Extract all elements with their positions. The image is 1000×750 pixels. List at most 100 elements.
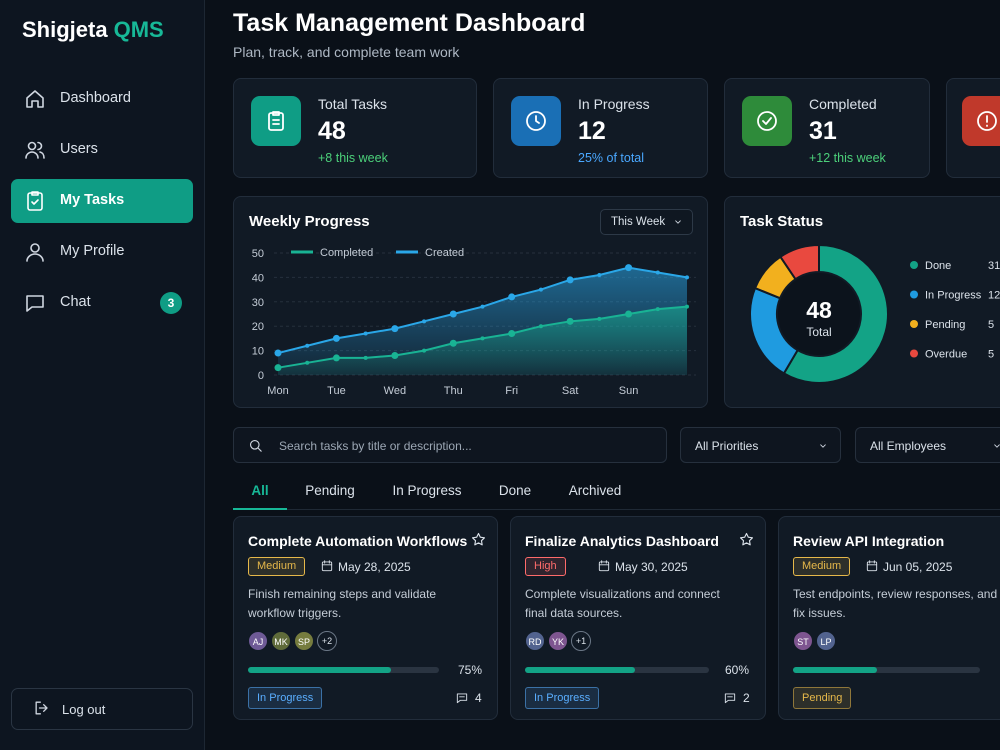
legend-dot	[910, 290, 918, 299]
filter-dropdown[interactable]: All Priorities	[680, 427, 841, 463]
icon-part	[26, 295, 44, 312]
line-chart: 0 10 20 30 40 50 Mon Tue Wed Thu Fri Sat Sun Complete…	[252, 247, 696, 397]
data-point	[566, 276, 574, 284]
data-point	[597, 316, 602, 321]
icon-part	[249, 439, 260, 450]
stat-card	[946, 78, 1000, 178]
icon-part	[321, 560, 333, 566]
icon-part	[27, 192, 43, 211]
filter-dropdown[interactable]: All Employees	[855, 427, 1000, 463]
nav-item[interactable]: Dashboard	[11, 77, 193, 121]
icon-part	[739, 532, 754, 546]
x-tick-label: Sat	[562, 385, 579, 397]
icon-part	[257, 447, 262, 452]
icon	[26, 243, 44, 262]
task-description: Finish remaining steps and validate work…	[248, 587, 437, 620]
task-card[interactable]: Finalize Analytics Dashboard High May 30, …	[510, 516, 766, 720]
icon-part	[526, 111, 546, 131]
nav-item[interactable]: Chat 3	[11, 281, 193, 325]
donut-segment	[779, 243, 820, 281]
y-tick-label: 30	[252, 297, 264, 309]
search-input[interactable]: Search tasks by title or description...	[233, 427, 667, 463]
brand-accent: QMS	[113, 17, 164, 42]
data-point	[449, 339, 457, 347]
icon	[27, 191, 43, 211]
page-title: Task Management Dashboard	[233, 9, 586, 37]
tab[interactable]: Pending	[305, 483, 355, 498]
comment-count: 4	[475, 691, 482, 705]
task-date: May 30, 2025	[615, 560, 688, 574]
icon	[675, 220, 681, 224]
x-tick-label: Fri	[505, 385, 518, 397]
icon	[977, 111, 997, 131]
task-card[interactable]: Complete Automation Workflows Medium May 2…	[233, 516, 498, 720]
sidebar: Shigjeta QMS Dashboard Users My Tasks My Prof…	[0, 0, 205, 750]
icon	[739, 532, 754, 546]
data-point	[449, 310, 457, 318]
icon	[456, 693, 468, 704]
stat-icon	[962, 96, 1000, 146]
legend-label: Overdue	[925, 349, 967, 361]
tab[interactable]: In Progress	[392, 483, 462, 498]
donut-hole	[778, 273, 860, 355]
icon-part	[31, 199, 39, 205]
data-point	[480, 304, 485, 309]
icon	[268, 111, 284, 131]
tab[interactable]: All	[233, 476, 287, 510]
tab[interactable]: Done	[498, 483, 532, 498]
data-point	[391, 325, 399, 333]
data-point	[685, 304, 689, 309]
chart-title: Task Status	[740, 213, 824, 230]
avatar: AJ	[248, 631, 268, 651]
logout-button[interactable]: Log out	[11, 688, 193, 730]
data-point	[422, 319, 427, 324]
icon	[757, 111, 777, 131]
avatar: YK	[548, 631, 568, 651]
legend-label: In Progress	[925, 290, 982, 302]
icon	[321, 560, 333, 572]
filter-label: All Employees	[870, 439, 947, 453]
data-point	[363, 331, 368, 336]
legend-label: Done	[925, 260, 951, 272]
task-card[interactable]: Review API Integration Medium Jun 05, 2025…	[778, 516, 1000, 720]
icon-part	[26, 253, 44, 262]
stat-note: +12 this week	[809, 151, 886, 165]
y-tick-label: 10	[252, 346, 264, 358]
task-description: Test endpoints, review responses, and fi…	[793, 587, 998, 620]
data-point	[655, 307, 660, 312]
page-subtitle: Plan, track, and complete team work	[233, 44, 460, 60]
icon	[866, 560, 878, 572]
data-point	[625, 264, 633, 272]
icon-part	[598, 560, 610, 566]
y-tick-label: 20	[252, 321, 264, 333]
nav-item[interactable]: My Profile	[11, 230, 193, 274]
avatar: LP	[816, 631, 836, 651]
tab[interactable]: Archived	[568, 483, 622, 498]
task-date: Jun 05, 2025	[883, 560, 953, 574]
stat-card: In Progress 12 25% of total	[493, 78, 708, 178]
avatar-more: +1	[571, 631, 591, 651]
nav-label: My Profile	[60, 243, 125, 259]
icon-part	[866, 560, 878, 566]
nav-item[interactable]: Users	[11, 128, 193, 172]
legend-value: 5	[988, 349, 994, 361]
tab-divider	[233, 509, 1000, 510]
legend-label: Created	[425, 247, 464, 259]
icon-part	[272, 119, 280, 125]
stat-value: 48	[318, 117, 346, 145]
y-tick-label: 50	[252, 248, 264, 260]
period-dropdown[interactable]: This Week	[600, 209, 693, 235]
donut-center-value: 48	[806, 297, 832, 323]
icon	[25, 141, 45, 159]
x-tick-label: Mon	[267, 385, 288, 397]
priority-badge: High	[525, 557, 566, 576]
task-date: May 28, 2025	[338, 560, 411, 574]
avatar: RD	[525, 631, 545, 651]
nav-item[interactable]: My Tasks	[11, 179, 193, 223]
icon	[526, 111, 546, 131]
progress-fill	[793, 667, 878, 673]
data-point	[566, 317, 574, 325]
stat-card: Total Tasks 48 +8 this week	[233, 78, 477, 178]
legend-dot	[910, 320, 918, 328]
stat-icon	[511, 96, 561, 146]
